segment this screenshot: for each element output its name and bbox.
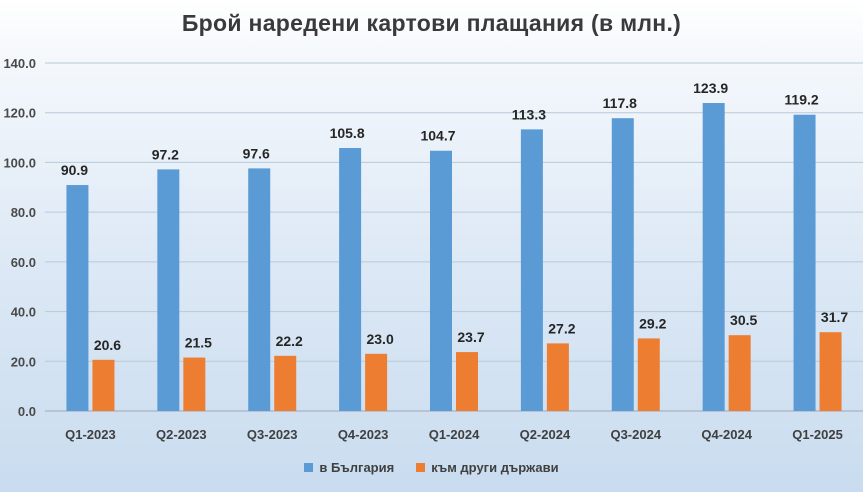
chart-title: Брой наредени картови плащания (в млн.)	[181, 10, 682, 36]
x-tick-label: Q1-2025	[792, 427, 843, 442]
data-label-bulgaria: 97.2	[152, 146, 179, 162]
x-tick-label: Q1-2023	[65, 427, 116, 442]
data-label-other-countries: 21.5	[185, 335, 212, 351]
bar-bulgaria	[66, 185, 89, 411]
data-label-other-countries: 31.7	[821, 309, 848, 325]
bar-bulgaria	[430, 150, 452, 411]
bar-bulgaria	[702, 103, 725, 412]
bar-other-countries	[546, 343, 569, 411]
legend-label-bulgaria: в България	[319, 460, 395, 475]
data-label-other-countries: 23.0	[366, 331, 393, 347]
y-tick-label: 140.0	[3, 56, 36, 71]
bar-other-countries	[92, 359, 115, 411]
bar-other-countries	[728, 335, 751, 411]
data-label-bulgaria: 105.8	[330, 125, 365, 141]
y-tick-label: 60.0	[11, 255, 36, 270]
data-label-other-countries: 27.2	[548, 320, 575, 336]
bar-bulgaria	[793, 114, 816, 412]
y-tick-label: 80.0	[11, 205, 36, 220]
y-tick-label: 120.0	[3, 106, 36, 121]
legend-label-other-countries: към други държави	[431, 460, 559, 475]
y-tick-label: 0.0	[18, 404, 36, 419]
data-label-bulgaria: 117.8	[603, 95, 637, 111]
data-label-other-countries: 29.2	[639, 315, 666, 331]
data-label-bulgaria: 90.9	[61, 162, 88, 178]
legend-swatch-other-countries	[416, 463, 426, 472]
bar-bulgaria	[520, 129, 543, 411]
data-label-bulgaria: 119.2	[784, 92, 818, 108]
bar-other-countries	[183, 357, 206, 411]
bar-bulgaria	[339, 148, 362, 412]
data-label-bulgaria: 113.3	[512, 106, 546, 122]
bar-other-countries	[637, 338, 660, 411]
bar-other-countries	[456, 352, 478, 411]
y-tick-label: 20.0	[11, 354, 36, 369]
data-label-bulgaria: 104.7	[420, 128, 455, 144]
x-tick-label: Q4-2023	[338, 427, 389, 442]
data-label-bulgaria: 97.6	[243, 145, 270, 161]
data-label-other-countries: 20.6	[94, 337, 121, 353]
y-tick-label: 40.0	[11, 305, 36, 320]
bar-bulgaria	[248, 168, 271, 411]
x-tick-label: Q3-2024	[610, 427, 661, 442]
data-label-bulgaria: 123.9	[693, 80, 728, 96]
bar-bulgaria	[611, 118, 634, 411]
data-label-other-countries: 23.7	[457, 329, 484, 345]
x-tick-label: Q2-2023	[156, 427, 207, 442]
bar-other-countries	[365, 353, 388, 411]
legend: в България към други държави	[0, 460, 863, 475]
bar-other-countries	[274, 355, 297, 411]
x-tick-label: Q1-2024	[429, 427, 480, 442]
x-tick-label: Q2-2024	[520, 427, 571, 442]
data-label-other-countries: 22.2	[276, 333, 303, 349]
x-tick-label: Q4-2024	[701, 427, 752, 442]
bar-other-countries	[819, 332, 842, 411]
x-tick-label: Q3-2023	[247, 427, 298, 442]
legend-item-other-countries: към други държави	[416, 460, 559, 475]
legend-swatch-bulgaria	[304, 463, 314, 472]
data-label-other-countries: 30.5	[730, 312, 757, 328]
bar-bulgaria	[157, 169, 180, 411]
y-tick-label: 100.0	[3, 155, 36, 170]
legend-item-bulgaria: в България	[304, 460, 394, 475]
